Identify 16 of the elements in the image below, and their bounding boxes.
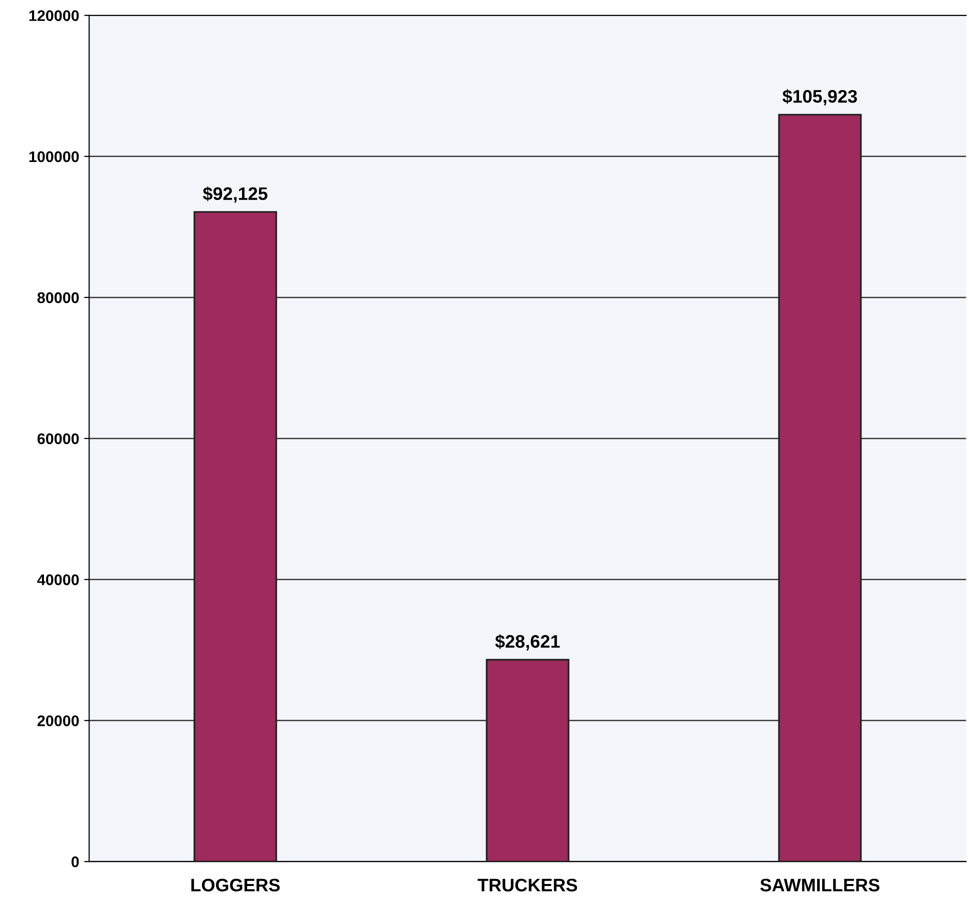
bar [486,658,570,862]
y-tick-label: 20000 [37,715,79,726]
y-tick-label: 120000 [29,10,79,22]
data-label: $105,923 [782,89,857,106]
x-tick-label: LOGGERS [191,878,280,892]
bar [194,211,278,862]
y-tick-label: 40000 [37,574,79,586]
x-tick-label: SAWMILLERS [760,878,880,892]
y-tick-label: 0 [72,856,79,868]
data-label: $28,621 [495,634,560,650]
data-label: $92,125 [202,186,268,203]
x-tick-label: TRUCKERS [478,878,578,892]
bar [778,114,862,862]
y-tick-label: 100000 [29,151,79,162]
y-tick-label: 80000 [37,292,79,304]
y-tick-label: 60000 [38,433,79,444]
